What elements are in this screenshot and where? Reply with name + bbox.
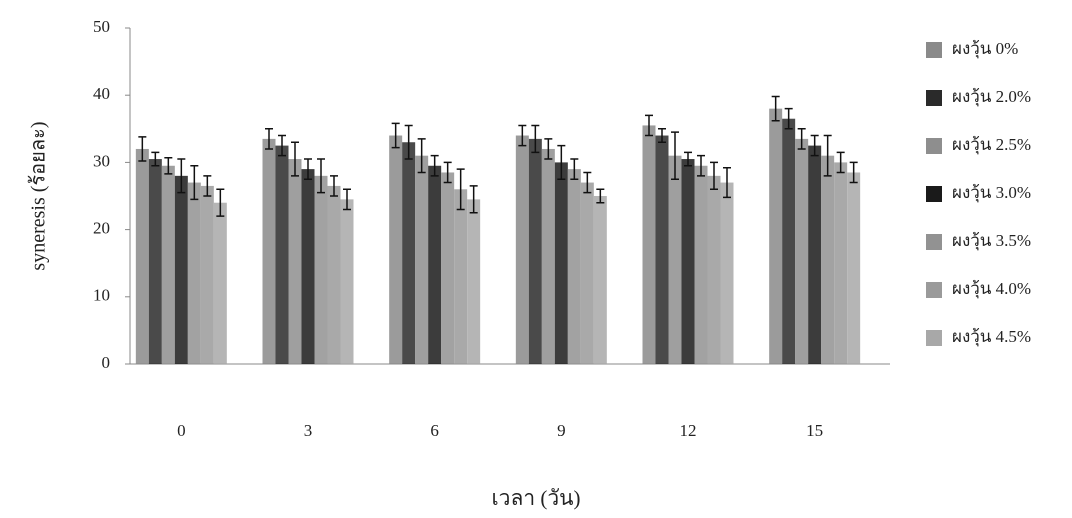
- legend-swatch: [926, 282, 942, 298]
- bar: [808, 146, 821, 364]
- legend-label: ผงวุ้น 0%: [952, 39, 1018, 59]
- bar: [669, 156, 682, 364]
- bar: [821, 156, 834, 364]
- legend-swatch: [926, 90, 942, 106]
- x-tick-label: 15: [806, 421, 823, 440]
- y-tick-label: 10: [93, 286, 110, 305]
- bar: [769, 109, 782, 364]
- bar: [643, 125, 656, 364]
- bar: [328, 186, 341, 364]
- bar: [441, 172, 454, 364]
- legend-swatch: [926, 42, 942, 58]
- bar: [175, 176, 188, 364]
- bar: [263, 139, 276, 364]
- bar: [341, 199, 354, 364]
- legend-swatch: [926, 138, 942, 154]
- legend-label: ผงวุ้น 4.5%: [952, 327, 1031, 347]
- bar: [682, 159, 695, 364]
- bar: [315, 176, 328, 364]
- bar: [214, 203, 227, 364]
- bar: [289, 159, 302, 364]
- x-tick-label: 0: [177, 421, 186, 440]
- y-tick-label: 40: [93, 84, 110, 103]
- legend-label: ผงวุ้น 2.0%: [952, 87, 1031, 107]
- legend-label: ผงวุ้น 3.0%: [952, 183, 1031, 203]
- bar: [276, 146, 289, 364]
- bar: [516, 136, 529, 364]
- bar: [542, 149, 555, 364]
- bar: [708, 176, 721, 364]
- bar: [302, 169, 315, 364]
- bar: [415, 156, 428, 364]
- bar: [795, 139, 808, 364]
- bar: [428, 166, 441, 364]
- bar: [594, 196, 607, 364]
- y-axis-label: syneresis (ร้อยละ): [28, 121, 50, 270]
- legend-swatch: [926, 234, 942, 250]
- bar: [782, 119, 795, 364]
- bar: [656, 136, 669, 364]
- bar: [201, 186, 214, 364]
- x-tick-label: 9: [557, 421, 566, 440]
- y-tick-label: 0: [102, 353, 111, 372]
- legend-swatch: [926, 186, 942, 202]
- bar: [454, 189, 467, 364]
- y-tick-label: 50: [93, 17, 110, 36]
- bar: [581, 183, 594, 364]
- x-tick-label: 12: [680, 421, 697, 440]
- chart: เวลา (วัน) syneresis (ร้อยละ) 0102030405…: [0, 0, 1072, 518]
- legend-label: ผงวุ้น 2.5%: [952, 135, 1031, 155]
- y-tick-label: 20: [93, 219, 110, 238]
- legend-label: ผงวุ้น 3.5%: [952, 231, 1031, 251]
- bar: [162, 166, 175, 364]
- bar: [149, 159, 162, 364]
- legend-swatch: [926, 330, 942, 346]
- x-tick-label: 6: [430, 421, 439, 440]
- x-axis-label: เวลา (วัน): [491, 486, 580, 510]
- bar: [467, 199, 480, 364]
- bar: [695, 166, 708, 364]
- bar: [847, 172, 860, 364]
- y-tick-label: 30: [93, 151, 110, 170]
- bar: [529, 139, 542, 364]
- bar: [136, 149, 149, 364]
- x-tick-label: 3: [304, 421, 313, 440]
- legend-label: ผงวุ้น 4.0%: [952, 279, 1031, 299]
- bar: [568, 169, 581, 364]
- bar: [402, 142, 415, 364]
- bar: [555, 162, 568, 364]
- bar: [389, 136, 402, 364]
- bar: [721, 183, 734, 364]
- bar: [188, 183, 201, 364]
- bar: [834, 162, 847, 364]
